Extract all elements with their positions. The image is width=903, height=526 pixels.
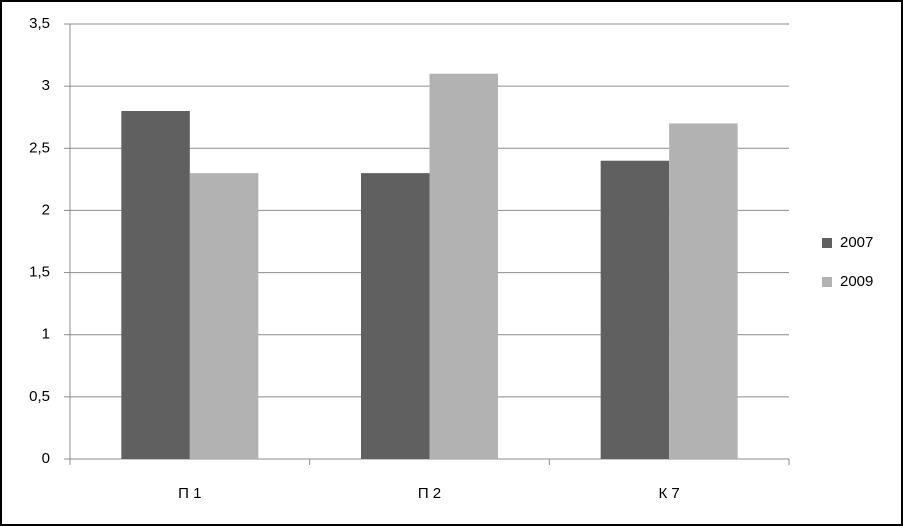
y-tick-label: 1: [42, 326, 50, 343]
y-tick-label: 1,5: [29, 264, 50, 281]
legend-label: 2007: [840, 234, 873, 251]
bar: [600, 160, 670, 459]
y-tick-label: 3,5: [29, 15, 50, 32]
legend-swatch: [822, 277, 832, 287]
x-tick-label: П 1: [178, 485, 201, 502]
x-tick-label: П 2: [418, 485, 441, 502]
y-tick-label: 2: [42, 201, 50, 218]
y-tick-label: 0,5: [29, 388, 50, 405]
bar: [429, 73, 498, 459]
legend-label: 2009: [840, 273, 873, 290]
bar: [121, 111, 190, 459]
y-tick-label: 0: [42, 450, 50, 467]
y-tick-label: 3: [42, 77, 50, 94]
bar: [669, 123, 738, 459]
bar: [361, 173, 430, 459]
x-tick-label: К 7: [659, 485, 680, 502]
bar: [189, 173, 259, 459]
y-tick-label: 2,5: [29, 139, 50, 156]
legend-swatch: [822, 238, 832, 248]
